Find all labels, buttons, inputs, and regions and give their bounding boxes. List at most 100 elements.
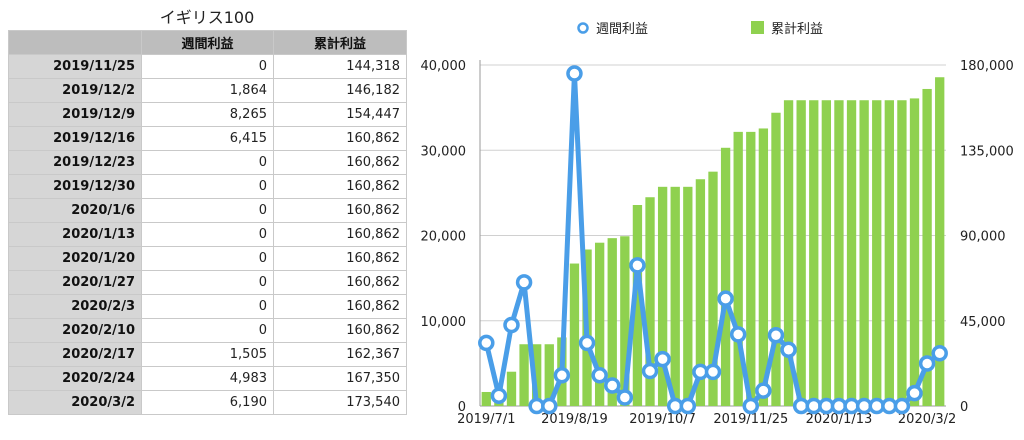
x-axis-tick-label: 2020/1/13 — [806, 412, 873, 427]
row-date: 2020/1/6 — [8, 198, 142, 223]
weekly-profit-point — [679, 397, 697, 415]
row-date: 2020/2/10 — [8, 318, 142, 343]
row-cumulative-profit: 160,862 — [273, 270, 407, 295]
left-axis-tick-label: 40,000 — [421, 59, 467, 74]
row-date: 2020/1/27 — [8, 270, 142, 295]
row-date: 2020/2/17 — [8, 342, 142, 367]
row-date: 2020/2/24 — [8, 366, 142, 391]
cumulative-profit-bar — [834, 100, 844, 406]
table-row: 2019/12/30 0 160,862 — [8, 174, 407, 199]
weekly-profit-point — [742, 397, 760, 415]
right-axis-tick-label: 45,000 — [960, 315, 1006, 330]
table-row: 2019/12/9 8,265 154,447 — [8, 102, 407, 127]
cumulative-profit-bar — [872, 100, 882, 406]
weekly-profit-point — [918, 355, 936, 372]
weekly-profit-point — [654, 350, 671, 368]
cumulative-profit-bar — [758, 128, 769, 407]
weekly-profit-point — [603, 377, 621, 394]
weekly-profit-point — [503, 316, 520, 334]
weekly-profit-point — [553, 367, 571, 384]
row-weekly-profit: 4,983 — [141, 366, 274, 391]
header-date — [8, 30, 142, 55]
row-weekly-profit: 0 — [141, 174, 274, 199]
table-row: 2020/2/10 0 160,862 — [8, 318, 407, 343]
cumulative-profit-bar — [481, 391, 491, 406]
header-weekly-profit: 週間利益 — [141, 30, 274, 55]
cumulative-profit-bar — [544, 344, 554, 406]
cumulative-profit-bar — [809, 100, 819, 406]
right-axis-tick-label: 135,000 — [960, 144, 1014, 159]
cumulative-profit-bar — [746, 131, 756, 406]
table-row: 2020/2/3 0 160,862 — [8, 294, 407, 319]
cumulative-profit-bar — [796, 100, 806, 406]
row-weekly-profit: 0 — [141, 222, 274, 247]
row-cumulative-profit: 160,862 — [273, 318, 407, 343]
legend-weekly-label: 週間利益 — [596, 22, 648, 37]
x-axis-tick-label: 2019/8/19 — [541, 412, 608, 427]
table-row: 2020/2/24 4,983 167,350 — [8, 366, 407, 391]
row-date: 2019/12/9 — [8, 102, 142, 127]
row-weekly-profit: 8,265 — [141, 102, 274, 127]
cumulative-profit-bar — [909, 98, 920, 407]
row-cumulative-profit: 173,540 — [273, 390, 407, 415]
table-row: 2019/12/23 0 160,862 — [8, 150, 407, 175]
cumulative-profit-bar — [859, 100, 869, 406]
weekly-profit-point — [478, 334, 495, 352]
right-axis-tick-label: 180,000 — [960, 59, 1014, 74]
row-weekly-profit: 0 — [141, 198, 274, 223]
weekly-profit-point — [755, 382, 772, 399]
row-date: 2019/12/16 — [8, 126, 142, 151]
cumulative-profit-bar — [821, 100, 832, 406]
cumulative-profit-bar — [645, 197, 655, 406]
header-cumulative-profit: 累計利益 — [273, 30, 407, 55]
cumulative-profit-bar — [519, 344, 529, 406]
x-axis-tick-label: 2019/7/1 — [457, 412, 515, 427]
cumulative-profit-bar — [846, 100, 857, 406]
weekly-profit-point — [641, 362, 659, 380]
weekly-profit-point — [616, 389, 634, 406]
cumulative-profit-bar — [922, 88, 932, 406]
table-row: 2019/11/25 0 144,318 — [8, 54, 407, 79]
legend-cumulative-marker — [751, 21, 764, 34]
cumulative-profit-bar — [897, 100, 907, 406]
left-axis-tick-label: 10,000 — [421, 315, 467, 330]
cumulative-profit-bar — [683, 186, 693, 406]
cumulative-profit-bar — [720, 147, 731, 406]
row-weekly-profit: 0 — [141, 318, 274, 343]
weekly-profit-table: 週間利益 累計利益 2019/11/25 0 144,318 2019/12/2 1,8… — [8, 30, 407, 415]
cumulative-profit-bar — [733, 131, 743, 406]
table-row: 2020/1/27 0 160,862 — [8, 270, 407, 295]
weekly-profit-point — [578, 334, 596, 352]
cumulative-profit-bar — [532, 344, 542, 406]
row-weekly-profit: 0 — [141, 270, 274, 295]
cumulative-profit-bar — [935, 77, 945, 407]
weekly-profit-point — [629, 257, 646, 274]
weekly-profit-point — [780, 341, 797, 358]
row-cumulative-profit: 160,862 — [273, 150, 407, 175]
row-date: 2019/12/30 — [8, 174, 142, 199]
x-axis-tick-label: 2019/11/25 — [713, 412, 788, 427]
weekly-profit-point — [906, 384, 923, 402]
cumulative-profit-bar — [607, 238, 617, 406]
legend-cumulative-label: 累計利益 — [771, 21, 823, 37]
row-cumulative-profit: 160,862 — [273, 174, 407, 199]
row-weekly-profit: 6,190 — [141, 390, 274, 415]
table-header-row: 週間利益 累計利益 — [8, 30, 407, 55]
weekly-profit-point — [704, 363, 722, 381]
cumulative-profit-bar — [506, 371, 517, 406]
table-row: 2020/1/6 0 160,862 — [8, 198, 407, 223]
row-date: 2020/1/20 — [8, 246, 142, 271]
row-cumulative-profit: 160,862 — [273, 294, 407, 319]
table-row: 2019/12/16 6,415 160,862 — [8, 126, 407, 151]
weekly-profit-point — [541, 397, 558, 415]
row-date: 2020/1/13 — [8, 222, 142, 247]
cumulative-profit-bar — [657, 186, 668, 406]
row-cumulative-profit: 154,447 — [273, 102, 407, 127]
cumulative-profit-bar — [594, 242, 605, 406]
right-axis-tick-label: 90,000 — [960, 230, 1006, 245]
table-row: 2020/1/20 0 160,862 — [8, 246, 407, 271]
table-row: 2020/1/13 0 160,862 — [8, 222, 407, 247]
row-date: 2019/11/25 — [8, 54, 142, 79]
left-axis-tick-label: 30,000 — [421, 144, 467, 159]
profit-chart: 0 0 10,000 45,000 20,000 90,000 30,000 135,000 4… — [410, 0, 1024, 440]
